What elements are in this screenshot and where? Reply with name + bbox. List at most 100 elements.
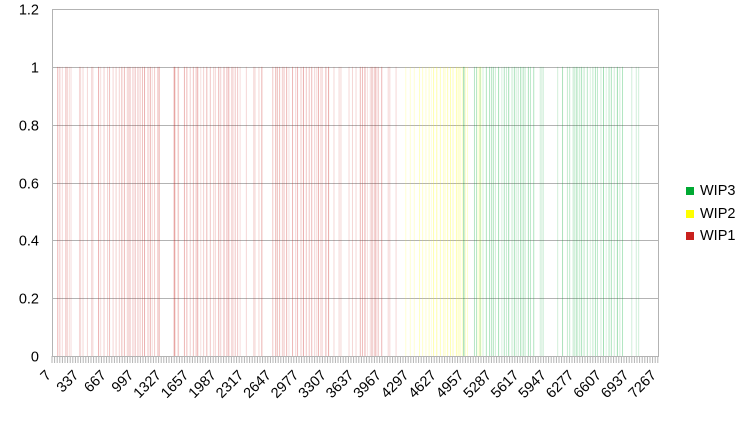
bar <box>586 66 588 356</box>
bar <box>283 66 285 356</box>
bar <box>149 66 151 356</box>
bar <box>501 66 503 356</box>
bar <box>197 66 199 356</box>
bar <box>128 66 130 356</box>
legend-swatch-wip3 <box>686 187 694 196</box>
bar <box>562 66 564 356</box>
bar <box>231 66 233 356</box>
bar <box>557 66 559 356</box>
bar <box>228 66 230 356</box>
bar <box>520 66 522 356</box>
y-tick-label: 0 <box>31 350 39 366</box>
bar <box>579 66 581 356</box>
bar <box>220 66 222 356</box>
bar <box>361 66 363 356</box>
bar <box>147 66 149 356</box>
bar <box>112 66 114 356</box>
x-tick-label: 3637 <box>323 368 357 402</box>
bar <box>253 66 255 356</box>
bar <box>126 66 128 356</box>
bar <box>503 66 505 356</box>
bar <box>428 66 430 356</box>
bar <box>295 66 297 356</box>
bar <box>281 66 283 356</box>
bar <box>302 66 304 356</box>
bar <box>305 66 307 356</box>
bar <box>562 66 564 356</box>
bar <box>288 66 290 356</box>
bar <box>418 66 420 356</box>
bar <box>86 66 88 356</box>
y-tick-label: 0.6 <box>19 177 39 193</box>
x-tick-label: 6937 <box>598 368 632 402</box>
bar <box>473 66 475 356</box>
x-tick-label: 3967 <box>351 368 385 402</box>
bar <box>276 66 278 356</box>
bar <box>533 66 535 356</box>
x-tick-label: 1987 <box>186 368 220 402</box>
x-tick-label: 337 <box>54 368 82 396</box>
bar <box>328 66 330 356</box>
x-tick-label: 1657 <box>158 368 192 402</box>
bar <box>177 66 179 356</box>
bar <box>489 66 491 356</box>
series-wip1 <box>57 66 397 356</box>
bar <box>200 66 202 356</box>
bar <box>425 66 427 356</box>
bar <box>515 66 517 356</box>
bar <box>463 66 465 356</box>
y-tick-label: 0.4 <box>19 234 39 250</box>
bar <box>174 66 176 356</box>
bar <box>189 66 191 356</box>
bar <box>286 66 288 356</box>
x-tick-label: 5617 <box>488 368 522 402</box>
bar <box>279 66 281 356</box>
legend-swatch-wip2 <box>686 209 694 218</box>
bar <box>631 66 633 356</box>
bar <box>134 66 136 356</box>
bar <box>638 66 640 356</box>
bar <box>443 66 445 356</box>
bar <box>183 66 185 356</box>
bar <box>433 66 435 356</box>
bar <box>467 66 468 356</box>
bar <box>524 66 526 356</box>
bar <box>118 66 120 356</box>
bar <box>195 66 197 356</box>
bar <box>348 66 350 356</box>
bar <box>351 66 353 356</box>
x-tick-label: 667 <box>81 368 109 396</box>
bar <box>616 66 618 356</box>
x-tick-label: 1327 <box>131 368 165 402</box>
bar <box>137 66 139 356</box>
x-tick-label: 6277 <box>543 368 577 402</box>
bar <box>485 66 487 356</box>
bar <box>98 66 100 356</box>
bar <box>600 66 602 356</box>
bar <box>173 66 175 356</box>
bar <box>455 66 457 356</box>
bar <box>381 66 383 356</box>
legend-item-wip1: WIP1 <box>686 225 754 248</box>
bar <box>610 66 612 356</box>
bar <box>498 66 500 356</box>
grid-layer <box>52 9 659 357</box>
bar <box>214 66 216 356</box>
bar <box>292 66 294 356</box>
bar <box>527 66 529 356</box>
bar <box>245 66 247 356</box>
bar <box>541 66 543 356</box>
bar <box>68 66 70 356</box>
x-tick-label: 3307 <box>296 368 330 402</box>
legend: WIP3 WIP2 WIP1 <box>686 180 754 248</box>
bar <box>583 66 585 356</box>
bar <box>577 66 579 356</box>
bar <box>482 66 484 356</box>
bar <box>59 66 61 356</box>
bar <box>477 66 479 356</box>
x-tick-label: 2977 <box>268 368 302 402</box>
bar <box>178 66 180 356</box>
bar <box>389 66 391 356</box>
bar <box>459 66 461 356</box>
